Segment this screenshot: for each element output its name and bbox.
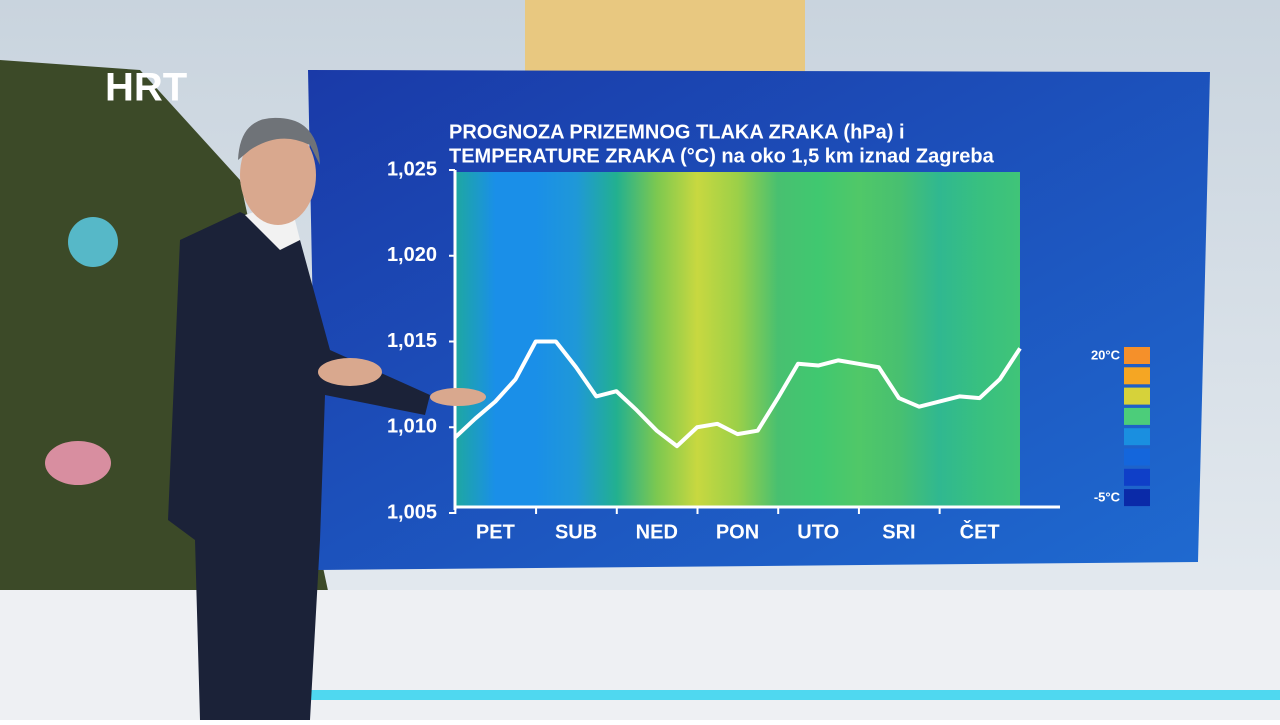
chart-title: PROGNOZA PRIZEMNOG TLAKA ZRAKA (hPa) i	[449, 121, 905, 143]
presenter	[168, 117, 486, 720]
chart: PROGNOZA PRIZEMNOG TLAKA ZRAKA (hPa) i T…	[387, 121, 1150, 543]
x-tick-label: SRI	[882, 521, 915, 543]
y-tick-label: 1,015	[387, 330, 437, 352]
chart-title: TEMPERATURE ZRAKA (°C) na oko 1,5 km izn…	[449, 145, 995, 167]
y-tick-label: 1,005	[387, 501, 437, 523]
legend-label: 20°C	[1091, 347, 1121, 362]
y-tick-label: 1,010	[387, 416, 437, 438]
y-tick-label: 1,025	[387, 158, 437, 180]
floor-light	[300, 690, 1280, 700]
studio-floor	[0, 590, 1280, 720]
x-tick-label: UTO	[797, 521, 839, 543]
legend-swatch	[1124, 448, 1150, 466]
legend-swatch	[1124, 367, 1150, 385]
legend-label: -5°C	[1094, 489, 1121, 504]
legend-swatch	[1124, 489, 1150, 507]
legend-swatch	[1124, 347, 1150, 364]
ornament	[68, 217, 118, 267]
x-tick-label: PON	[716, 521, 759, 543]
legend-swatch	[1124, 428, 1150, 446]
x-tick-label: SUB	[555, 521, 597, 543]
legend-swatch	[1124, 468, 1150, 486]
x-tick-label: NED	[636, 521, 678, 543]
x-tick-label: ČET	[960, 519, 1000, 543]
x-tick-label: PET	[476, 521, 515, 543]
legend-swatch	[1124, 407, 1150, 425]
y-tick-label: 1,020	[387, 244, 437, 266]
ornament	[45, 441, 111, 485]
pressure-line	[453, 339, 1022, 449]
legend-swatch	[1124, 387, 1150, 405]
channel-logo: HRT	[105, 66, 187, 110]
